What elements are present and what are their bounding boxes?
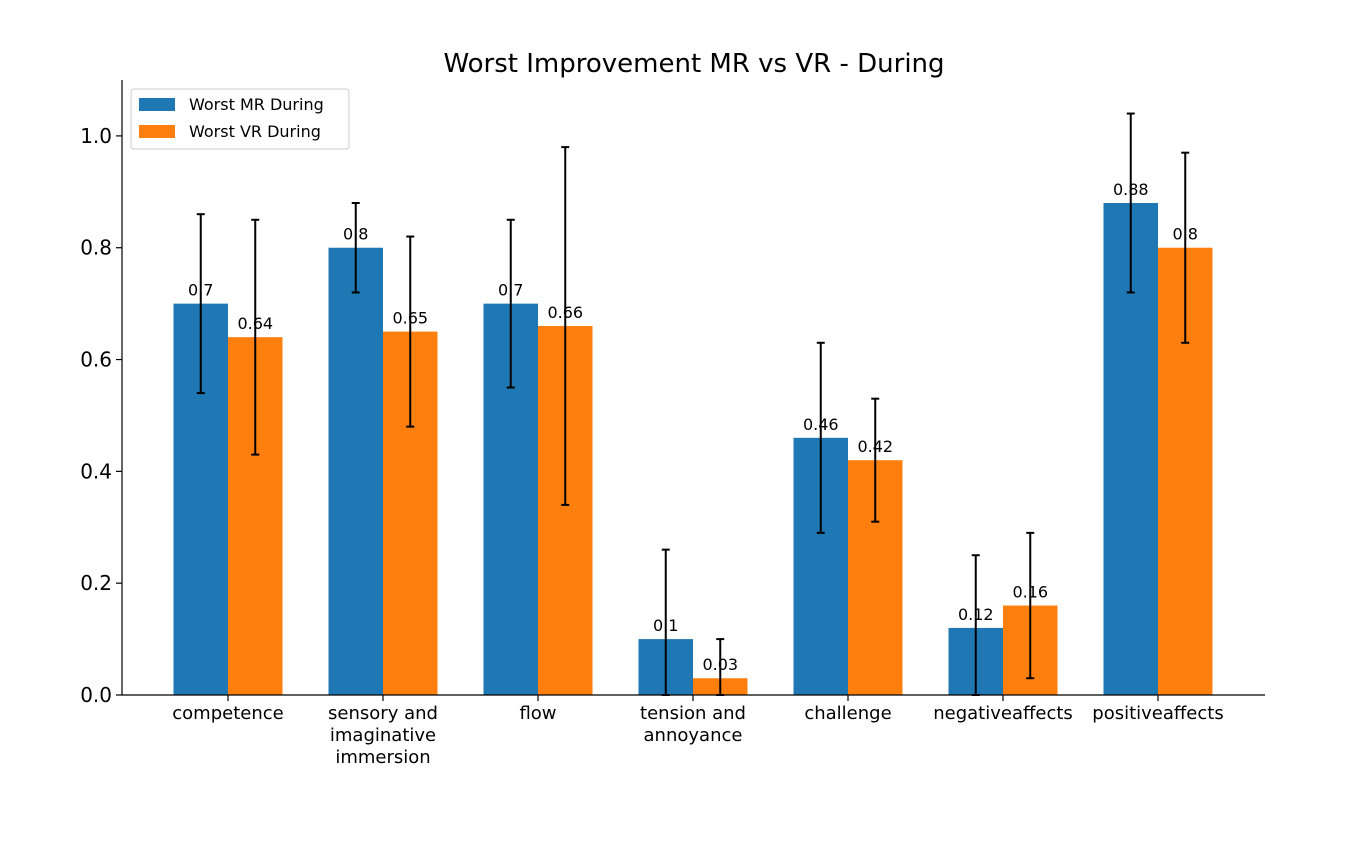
error-bar <box>351 202 360 294</box>
error-bars-layer <box>196 112 1190 696</box>
error-bar <box>196 213 205 395</box>
data-label: 0.66 <box>547 303 583 322</box>
x-tick-label: positiveaffects <box>1092 703 1223 724</box>
data-label: 0.7 <box>188 281 213 300</box>
legend-swatch <box>139 98 175 111</box>
x-tick-label: flow <box>519 703 556 724</box>
data-label: 0.88 <box>1113 180 1149 199</box>
y-tick-label: 1.0 <box>80 124 112 148</box>
error-bar <box>1126 112 1135 294</box>
data-labels-layer: 0.7 0.64 0.8 0.65 0.7 0.66 0.1 0.03 0.46 0.42 0.12… <box>188 180 1198 674</box>
legend-label: Worst VR During <box>189 122 321 141</box>
data-label: 0.8 <box>1173 225 1198 244</box>
error-bar <box>561 146 570 506</box>
x-tick-label: tension and annoyance <box>640 703 746 746</box>
x-tick-label: sensory and imaginative immersion <box>328 703 438 768</box>
chart-title: Worst Improvement MR vs VR - During <box>443 49 944 79</box>
error-bar <box>1026 531 1035 680</box>
y-tick-label: 0.4 <box>80 459 112 483</box>
data-label: 0.64 <box>237 314 273 333</box>
data-label: 0.03 <box>702 655 738 674</box>
data-label: 0.16 <box>1012 583 1048 602</box>
data-label: 0.1 <box>653 616 678 635</box>
y-tick-label: 0.0 <box>80 683 112 707</box>
y-tick-label: 0.6 <box>80 348 112 372</box>
x-tick-label: challenge <box>804 703 891 724</box>
error-bar <box>871 397 880 523</box>
error-bar <box>506 218 515 389</box>
data-label: 0.65 <box>392 309 428 328</box>
data-label: 0.46 <box>803 415 839 434</box>
error-bar <box>1181 151 1190 344</box>
bars-layer <box>173 203 1213 695</box>
data-label: 0.8 <box>343 225 368 244</box>
x-tick-label: competence <box>172 703 283 724</box>
legend: Worst MR During Worst VR During <box>130 88 350 150</box>
legend-box <box>130 88 350 150</box>
data-label: 0.42 <box>857 437 893 456</box>
bar-mr-1 <box>328 247 383 695</box>
error-bar <box>406 235 415 428</box>
data-label: 0.7 <box>498 281 523 300</box>
data-label: 0.12 <box>958 605 994 624</box>
y-tick-label: 0.8 <box>80 236 112 260</box>
axes-layer: competence sensory and imaginative immersio… <box>80 80 1265 768</box>
error-bar <box>816 341 825 534</box>
legend-label: Worst MR During <box>189 95 324 114</box>
x-tick-label: negativeaffects <box>933 703 1073 724</box>
legend-swatch <box>139 125 175 138</box>
y-tick-label: 0.2 <box>80 571 112 595</box>
error-bar <box>251 218 260 456</box>
